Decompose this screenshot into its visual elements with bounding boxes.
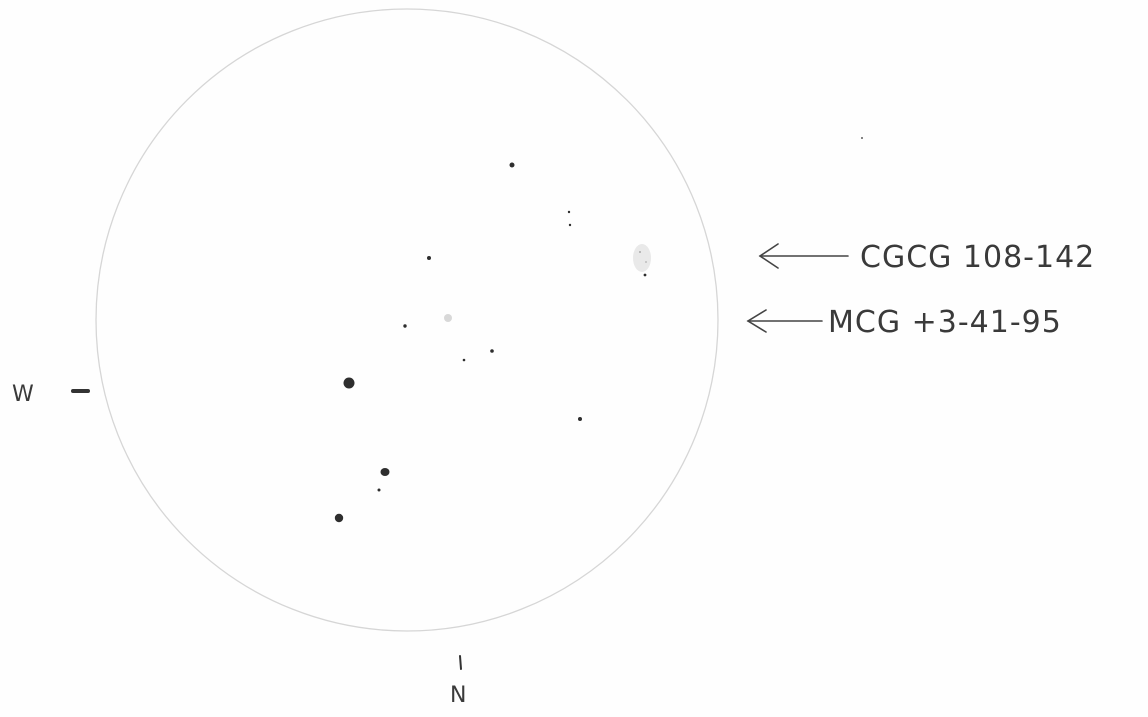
star bbox=[509, 162, 515, 168]
north-marker bbox=[459, 655, 462, 670]
star bbox=[377, 488, 381, 492]
galaxy-cgcg-108-142 bbox=[633, 244, 651, 272]
field-of-view-circle bbox=[95, 8, 719, 632]
star bbox=[427, 256, 431, 260]
star bbox=[490, 349, 494, 353]
star-field bbox=[334, 137, 863, 523]
direction-north-label: N bbox=[450, 683, 466, 708]
star bbox=[567, 210, 571, 214]
star bbox=[861, 137, 863, 139]
star bbox=[643, 273, 647, 277]
arrow-left-icon bbox=[758, 243, 849, 269]
star bbox=[578, 417, 582, 421]
galaxy-label-cgcg: CGCG 108-142 bbox=[860, 240, 1095, 275]
arrow-left-icon bbox=[746, 309, 823, 333]
galaxy-label-mcg: MCG +3-41-95 bbox=[828, 305, 1062, 340]
star bbox=[334, 513, 344, 523]
star bbox=[462, 358, 466, 362]
star bbox=[343, 377, 355, 389]
star bbox=[403, 324, 407, 328]
direction-west-label: W bbox=[12, 382, 34, 407]
star bbox=[380, 468, 390, 476]
star bbox=[568, 223, 572, 227]
galaxy-mcg-3-41-95 bbox=[444, 314, 452, 322]
